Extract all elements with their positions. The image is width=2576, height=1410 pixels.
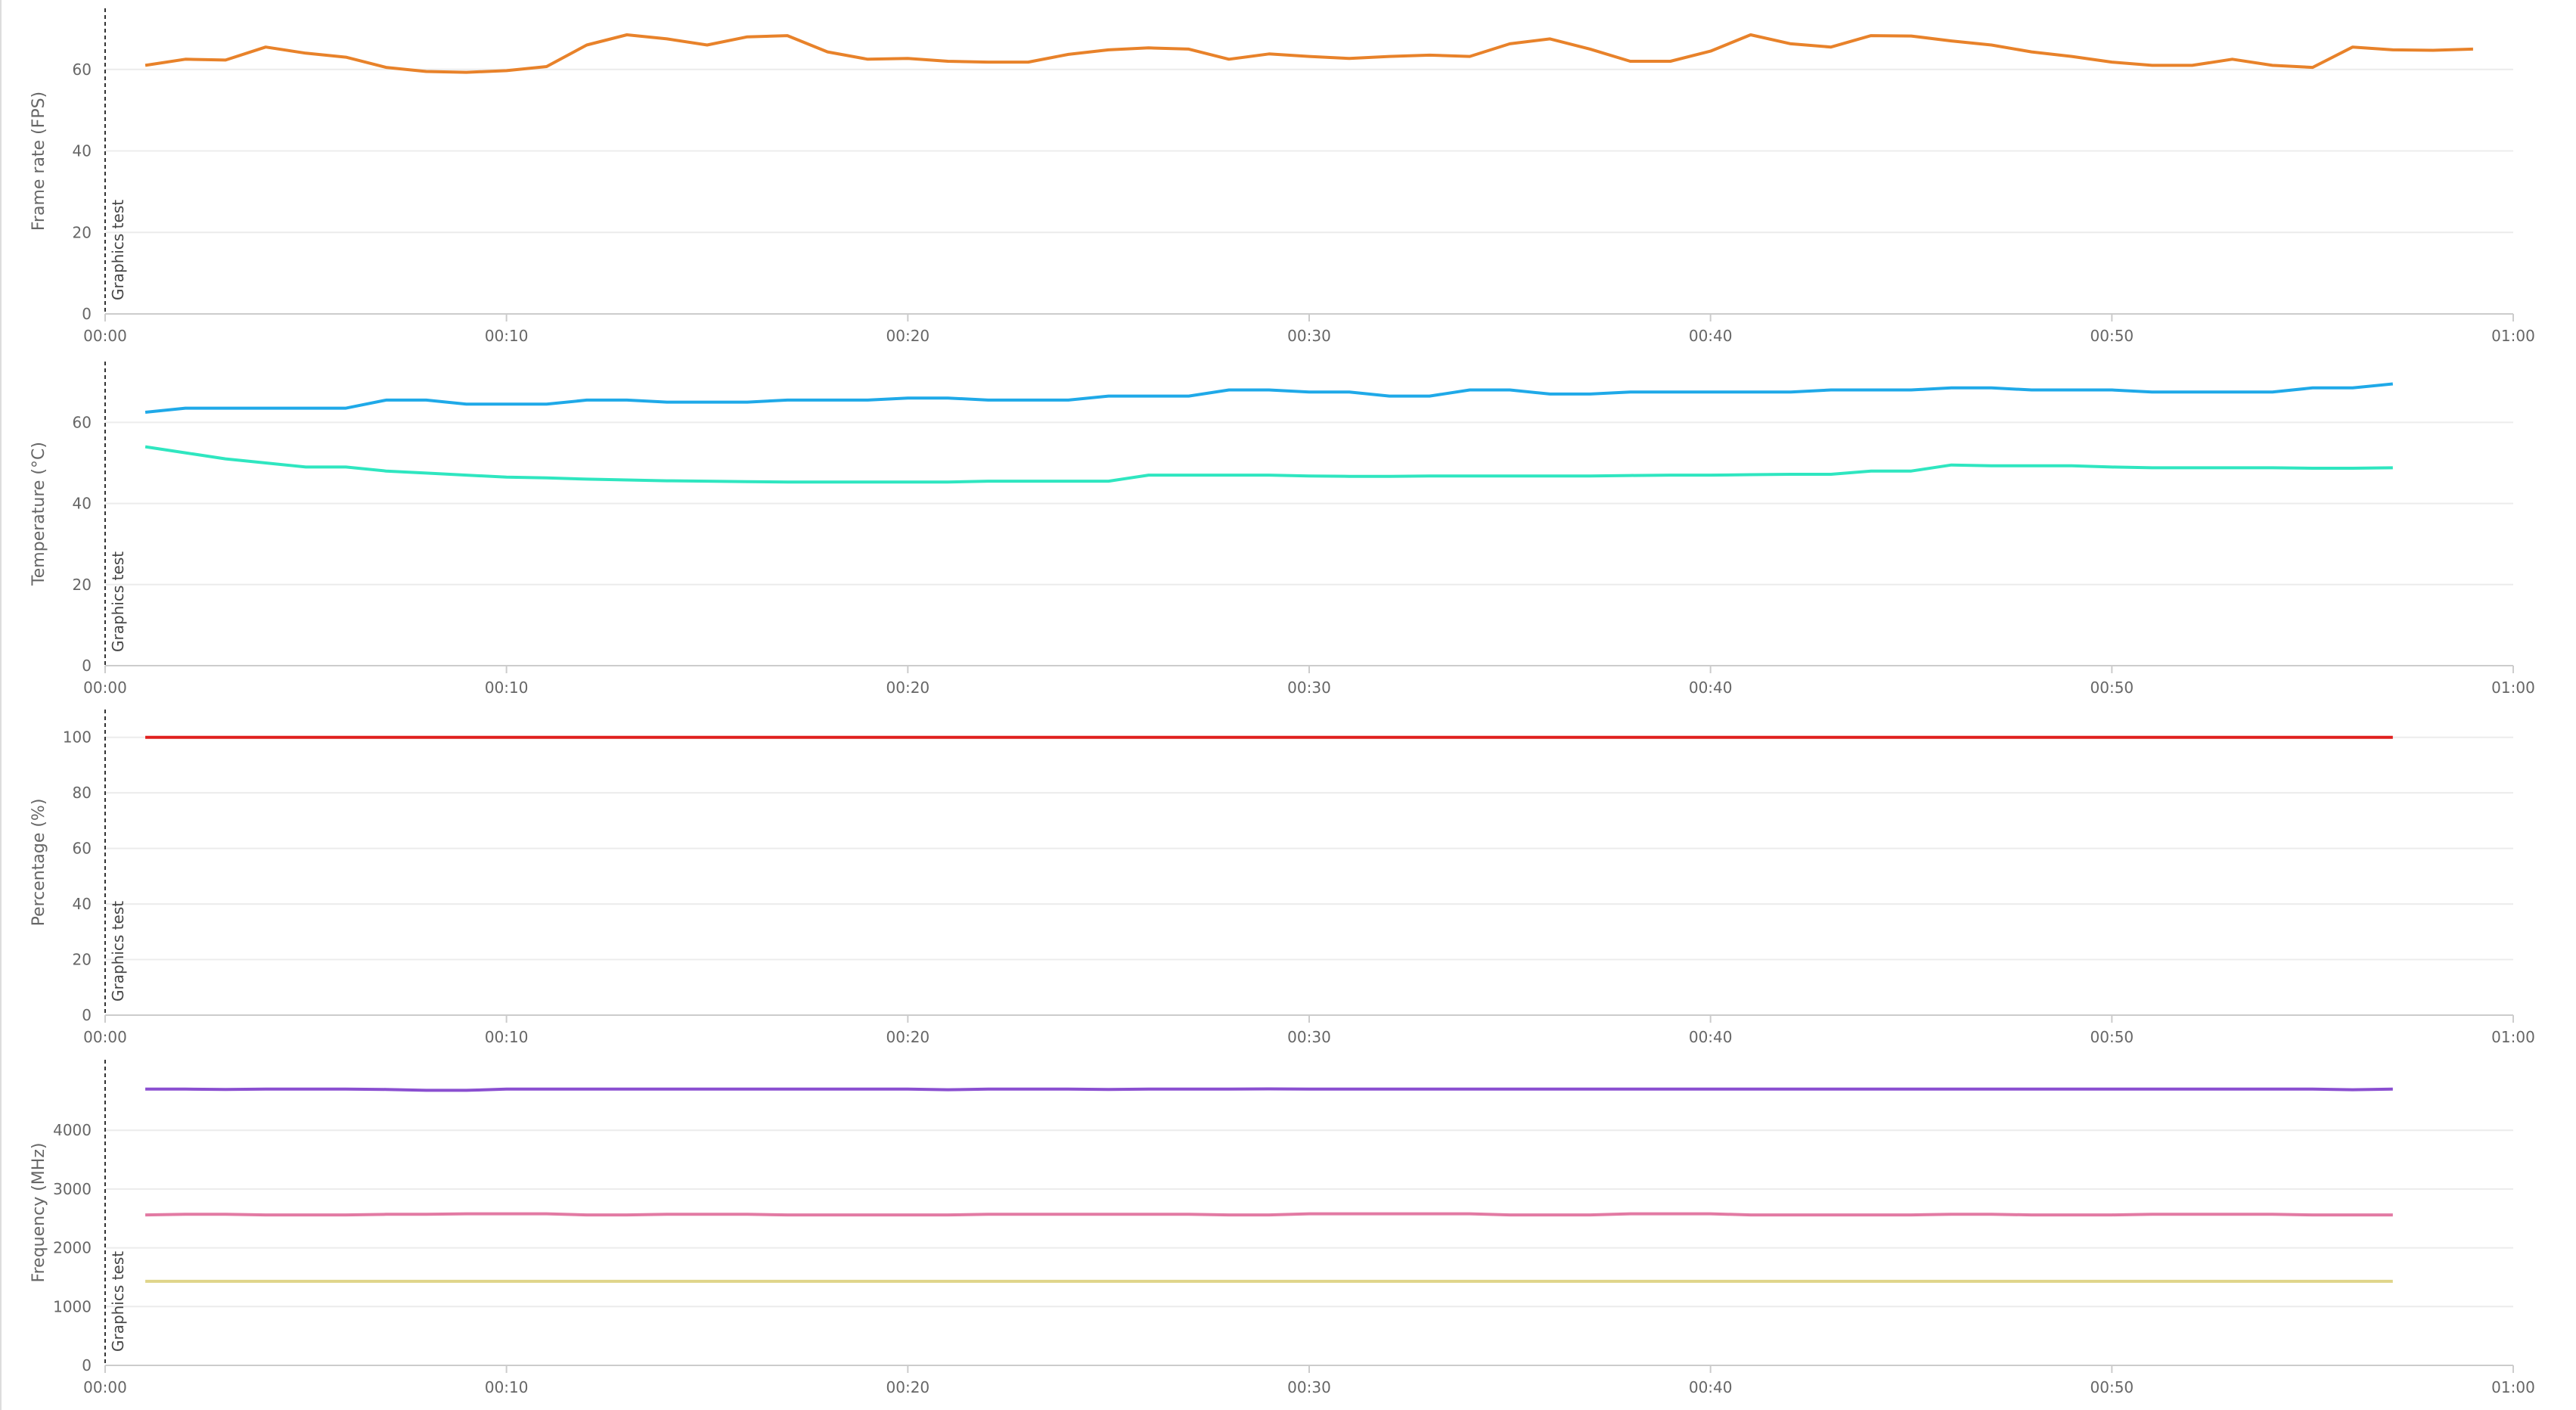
- x-tick-label: 00:00: [83, 679, 127, 697]
- x-tick-label: 00:30: [1287, 1378, 1331, 1396]
- x-tick-label: 00:00: [83, 1378, 127, 1396]
- series-line: [145, 1212, 2393, 1217]
- y-tick-label: 60: [73, 61, 92, 79]
- x-tick-label: 00:30: [1287, 679, 1331, 697]
- x-tick-label: 00:50: [2090, 327, 2134, 345]
- y-tick-label: 3000: [53, 1180, 92, 1198]
- y-axis-label: Frequency (MHz): [29, 1143, 48, 1283]
- y-tick-label: 2000: [53, 1239, 92, 1257]
- series-line: [144, 445, 2393, 484]
- y-axis-label: Frame rate (FPS): [29, 92, 48, 231]
- y-axis-label: Percentage (%): [29, 799, 48, 927]
- y-tick-label: 20: [73, 951, 92, 969]
- x-tick-label: 00:50: [2090, 1378, 2134, 1396]
- x-tick-label: 00:10: [485, 679, 529, 697]
- y-tick-label: 60: [73, 413, 92, 431]
- y-tick-label: 40: [73, 142, 92, 160]
- y-tick-label: 4000: [53, 1121, 92, 1139]
- x-tick-label: 01:00: [2491, 1028, 2535, 1046]
- x-tick-label: 01:00: [2491, 1378, 2535, 1396]
- y-tick-label: 80: [73, 784, 92, 802]
- x-tick-label: 01:00: [2491, 679, 2535, 697]
- annotation: Graphics test: [109, 1251, 127, 1352]
- y-tick-label: 0: [82, 1356, 92, 1374]
- x-tick-label: 00:40: [1689, 1378, 1733, 1396]
- y-tick-label: 0: [82, 1006, 92, 1024]
- y-tick-label: 20: [73, 223, 92, 241]
- x-tick-label: 00:00: [83, 1028, 127, 1046]
- x-tick-label: 00:20: [886, 327, 930, 345]
- x-tick-label: 00:40: [1689, 679, 1733, 697]
- x-tick-label: 00:30: [1287, 1028, 1331, 1046]
- y-tick-label: 40: [73, 895, 92, 913]
- x-tick-label: 00:40: [1689, 327, 1733, 345]
- y-tick-label: 40: [73, 495, 92, 513]
- series-line: [144, 382, 2393, 414]
- x-tick-label: 00:10: [485, 1378, 529, 1396]
- annotation: Graphics test: [109, 200, 127, 300]
- x-tick-label: 00:40: [1689, 1028, 1733, 1046]
- y-tick-label: 1000: [53, 1297, 92, 1315]
- x-tick-label: 01:00: [2491, 327, 2535, 345]
- y-tick-label: 60: [73, 840, 92, 858]
- annotation: Graphics test: [109, 901, 127, 1002]
- y-tick-label: 0: [82, 305, 92, 323]
- x-tick-label: 00:20: [886, 1028, 930, 1046]
- y-tick-label: 20: [73, 576, 92, 594]
- y-tick-label: 100: [63, 728, 92, 747]
- x-tick-label: 00:00: [83, 327, 127, 345]
- x-tick-label: 00:10: [485, 1028, 529, 1046]
- x-tick-label: 00:50: [2090, 679, 2134, 697]
- y-tick-label: 0: [82, 657, 92, 675]
- series-line: [144, 33, 2473, 74]
- x-tick-label: 00:30: [1287, 327, 1331, 345]
- x-tick-label: 00:50: [2090, 1028, 2134, 1046]
- x-tick-label: 00:10: [485, 327, 529, 345]
- x-tick-label: 00:20: [886, 1378, 930, 1396]
- x-tick-label: 00:20: [886, 679, 930, 697]
- y-axis-label: Temperature (°C): [29, 442, 48, 586]
- annotation: Graphics test: [109, 551, 127, 652]
- series-line: [145, 1087, 2393, 1092]
